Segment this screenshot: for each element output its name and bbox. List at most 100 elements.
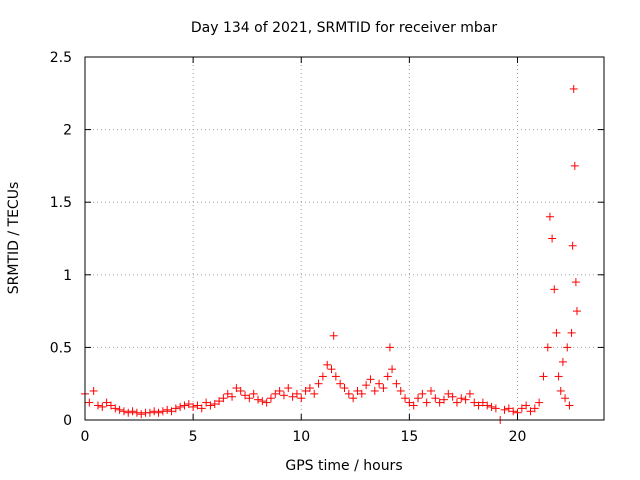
x-tick-label: 0 bbox=[81, 429, 90, 445]
data-point bbox=[266, 394, 275, 403]
y-tick-label: 2 bbox=[63, 123, 72, 139]
y-tick-label: 2.5 bbox=[50, 50, 72, 66]
data-point bbox=[98, 402, 107, 411]
data-point bbox=[292, 389, 301, 398]
data-point bbox=[517, 404, 526, 413]
data-point bbox=[219, 394, 228, 403]
data-point bbox=[145, 408, 154, 417]
data-point bbox=[189, 402, 198, 411]
data-point bbox=[570, 161, 579, 170]
x-axis-label: GPS time / hours bbox=[285, 458, 402, 474]
data-point bbox=[232, 384, 241, 393]
data-point bbox=[150, 407, 159, 416]
y-tick-label: 0.5 bbox=[50, 340, 72, 356]
data-point bbox=[163, 405, 172, 414]
data-point bbox=[331, 372, 340, 381]
data-point bbox=[414, 394, 423, 403]
data-point bbox=[375, 379, 384, 388]
data-point bbox=[483, 401, 492, 410]
data-point bbox=[215, 397, 224, 406]
data-point bbox=[427, 386, 435, 395]
data-point bbox=[392, 379, 401, 388]
data-point bbox=[115, 405, 124, 414]
data-point bbox=[500, 405, 509, 414]
data-point bbox=[530, 404, 539, 413]
x-tick-label: 20 bbox=[509, 429, 527, 445]
data-point bbox=[556, 386, 565, 395]
data-point bbox=[409, 401, 418, 410]
data-point bbox=[197, 404, 206, 413]
data-point bbox=[241, 391, 250, 400]
data-point bbox=[370, 386, 379, 395]
data-point bbox=[314, 379, 323, 388]
data-point bbox=[353, 386, 362, 395]
data-point bbox=[539, 372, 548, 381]
data-point bbox=[543, 343, 552, 352]
data-point bbox=[106, 401, 115, 410]
data-point bbox=[396, 386, 405, 395]
data-point bbox=[435, 398, 444, 407]
data-point bbox=[448, 392, 457, 401]
plot-frame bbox=[84, 56, 605, 421]
data-point bbox=[487, 402, 496, 411]
x-tick-label: 5 bbox=[189, 429, 198, 445]
data-point bbox=[258, 397, 267, 406]
data-point bbox=[329, 331, 338, 340]
data-point bbox=[154, 408, 163, 417]
data-point bbox=[383, 372, 392, 381]
data-point bbox=[379, 384, 388, 393]
data-point bbox=[565, 401, 574, 410]
data-point bbox=[279, 391, 288, 400]
data-point bbox=[124, 408, 133, 417]
data-point bbox=[184, 400, 193, 409]
data-point bbox=[111, 404, 120, 413]
data-point bbox=[323, 360, 332, 369]
data-point bbox=[245, 394, 254, 403]
data-point bbox=[180, 401, 189, 410]
data-points bbox=[81, 84, 581, 424]
data-point bbox=[102, 398, 111, 407]
data-point bbox=[563, 343, 572, 352]
data-point bbox=[526, 407, 535, 416]
data-point bbox=[119, 407, 128, 416]
x-tick-label: 15 bbox=[400, 429, 418, 445]
data-point bbox=[262, 398, 271, 407]
data-point bbox=[568, 241, 577, 250]
data-point bbox=[128, 407, 137, 416]
data-point bbox=[418, 389, 427, 398]
data-point bbox=[288, 392, 297, 401]
data-point bbox=[305, 384, 314, 393]
chart-title: Day 134 of 2021, SRMTID for receiver mba… bbox=[191, 20, 498, 36]
data-point bbox=[249, 389, 258, 398]
data-point bbox=[158, 407, 167, 416]
data-point bbox=[85, 398, 94, 407]
data-point bbox=[93, 401, 102, 410]
data-point bbox=[223, 389, 232, 398]
data-point bbox=[457, 394, 466, 403]
data-point bbox=[422, 398, 431, 407]
data-point bbox=[465, 389, 474, 398]
x-tick-label: 10 bbox=[292, 429, 310, 445]
data-point bbox=[349, 394, 358, 403]
data-point bbox=[571, 278, 580, 287]
y-tick-label: 1 bbox=[63, 268, 72, 284]
data-point bbox=[558, 357, 567, 366]
data-point bbox=[470, 398, 479, 407]
data-point bbox=[431, 394, 440, 403]
data-point bbox=[504, 404, 513, 413]
data-point bbox=[89, 386, 98, 395]
data-point bbox=[439, 395, 448, 404]
y-tick-label: 1.5 bbox=[50, 195, 72, 211]
data-point bbox=[271, 389, 280, 398]
data-point bbox=[202, 398, 211, 407]
data-point bbox=[509, 407, 518, 416]
data-point bbox=[167, 407, 176, 416]
data-point bbox=[297, 394, 306, 403]
data-point bbox=[545, 212, 554, 221]
data-point bbox=[366, 375, 375, 384]
y-axis-label: SRMTID / TECUs bbox=[6, 182, 22, 295]
data-point bbox=[132, 408, 141, 417]
data-point bbox=[340, 384, 349, 393]
data-point bbox=[474, 401, 483, 410]
